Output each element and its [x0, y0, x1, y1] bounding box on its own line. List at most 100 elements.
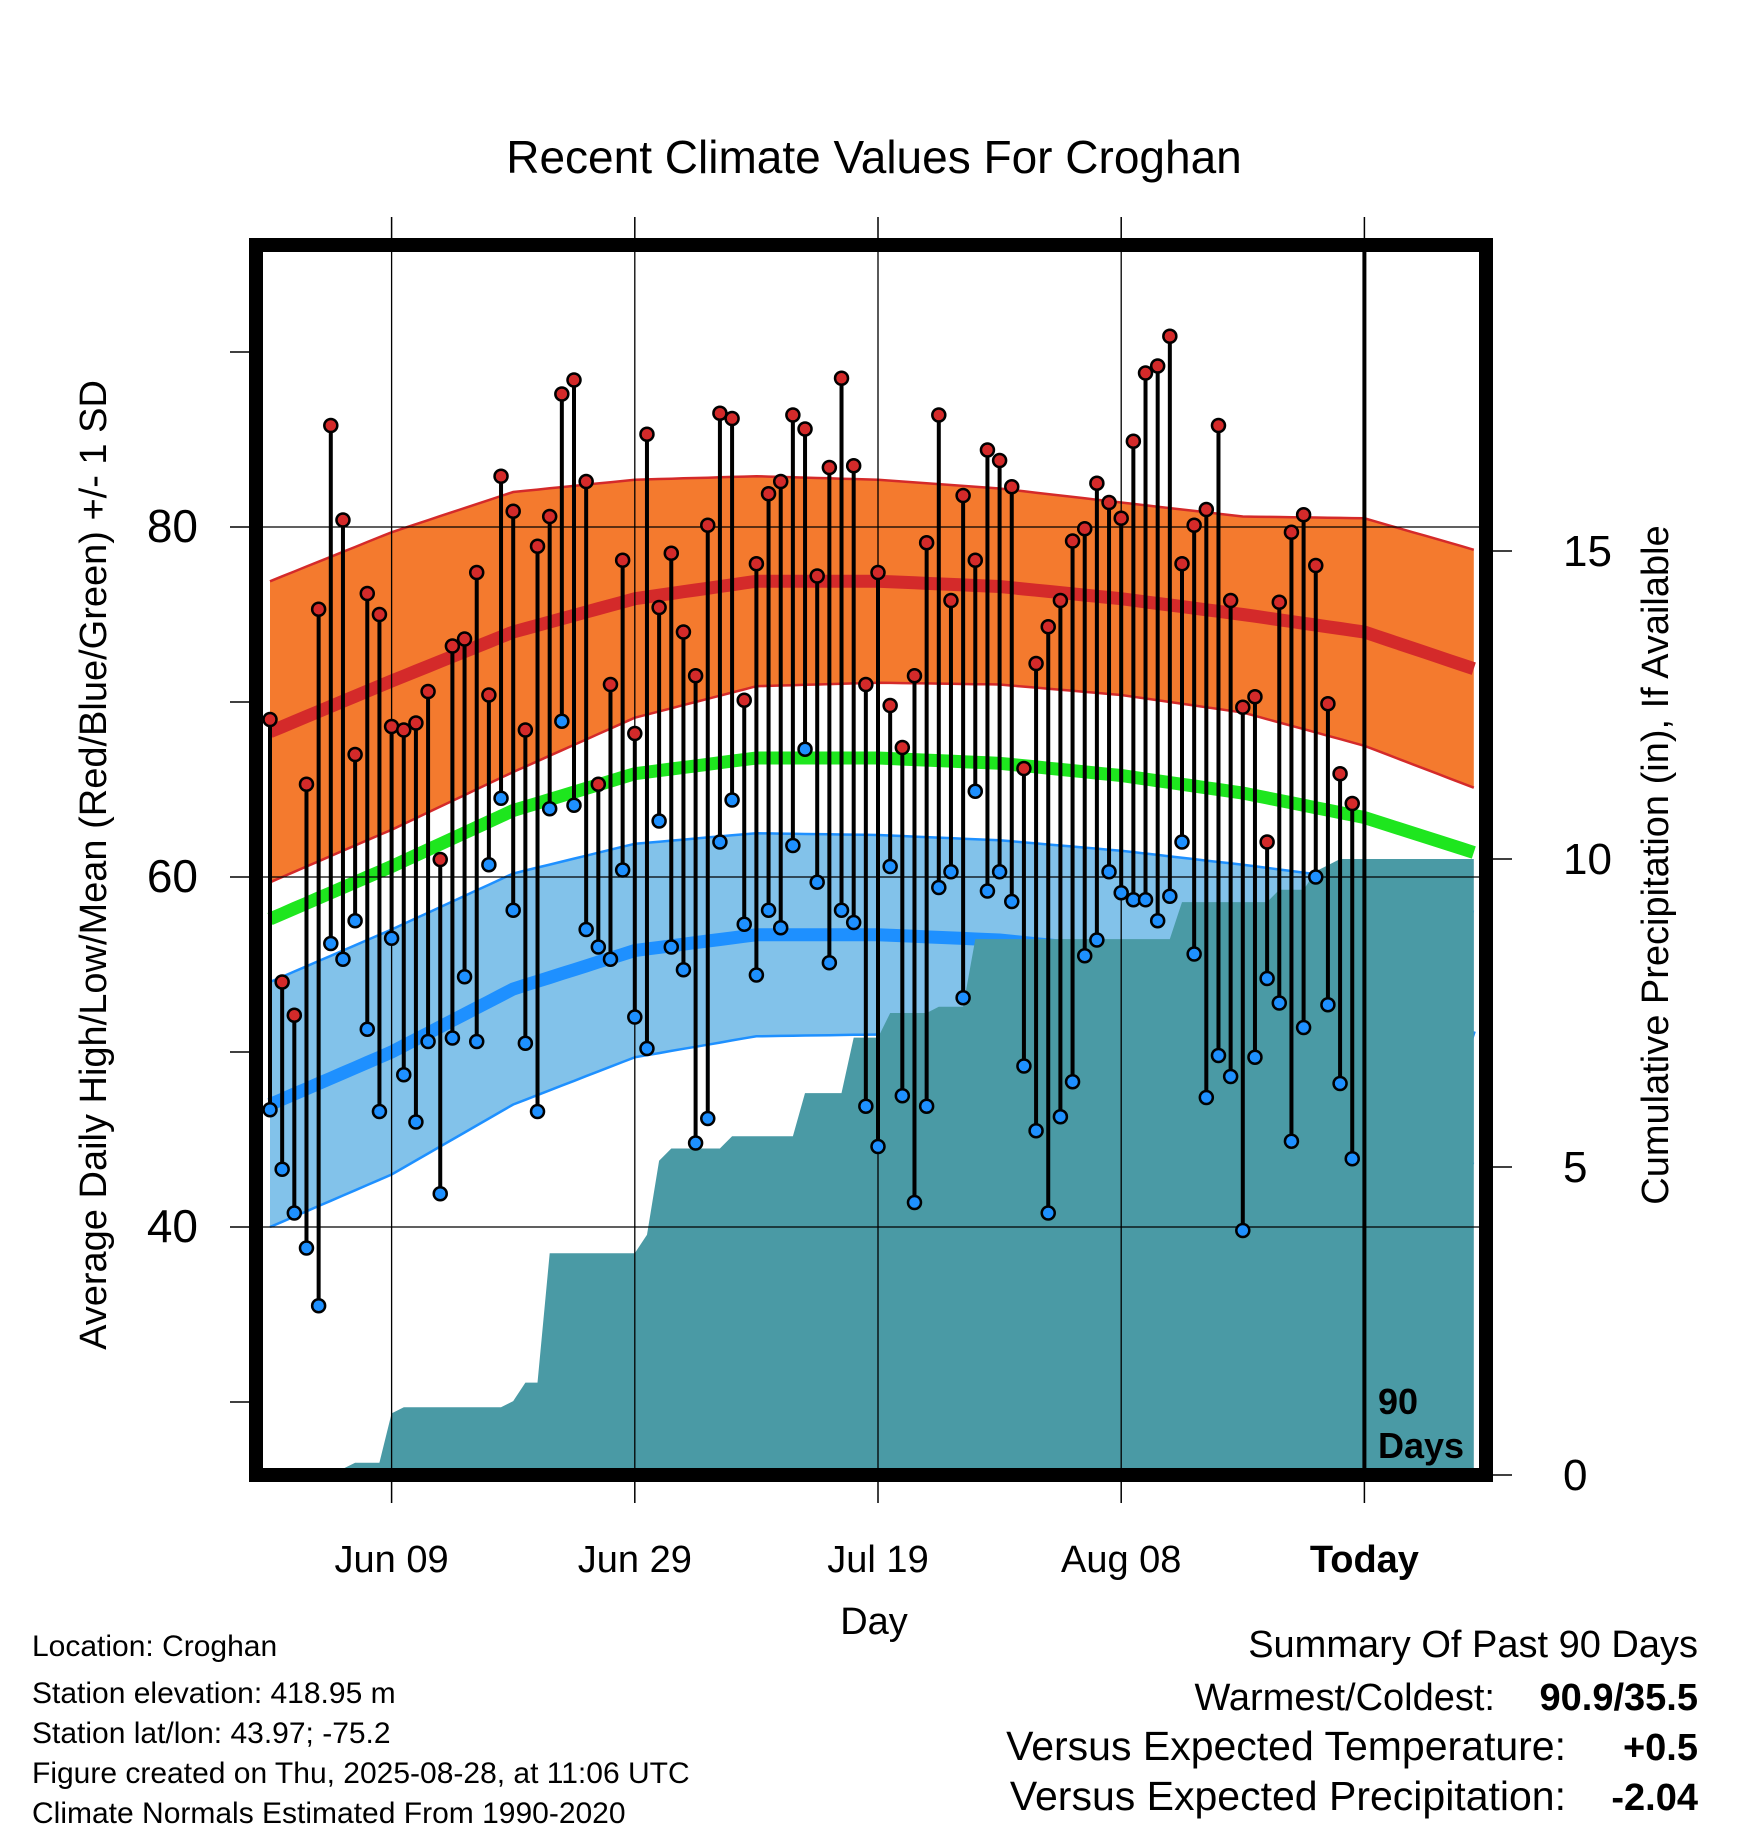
daily-low-point — [845, 914, 862, 931]
daily-low-point — [870, 1138, 886, 1155]
daily-high-point — [1149, 358, 1166, 374]
chart-title: Recent Climate Values For Croghan — [506, 131, 1241, 183]
daily-low-point — [1028, 1123, 1044, 1139]
daily-high-point — [1247, 689, 1263, 705]
daily-high-point — [529, 538, 546, 554]
daily-high-point — [627, 725, 643, 742]
daily-low-point — [1052, 1109, 1069, 1125]
daily-low-point — [1016, 1058, 1032, 1074]
daily-low-point — [785, 837, 801, 854]
daily-low-point — [529, 1103, 546, 1120]
precipitation-area — [270, 859, 1474, 1475]
daily-high-point — [991, 452, 1008, 469]
daily-high-point — [748, 556, 765, 572]
x-tick-label: Jun 09 — [335, 1539, 449, 1581]
daily-low-point — [712, 834, 728, 850]
daily-high-point — [1295, 507, 1312, 523]
daily-high-point — [554, 386, 570, 402]
daily-low-point — [1259, 970, 1275, 987]
daily-high-point — [456, 631, 473, 647]
daily-low-point — [943, 864, 959, 880]
daily-high-point — [262, 711, 278, 728]
info-normals: Climate Normals Estimated From 1990-2020 — [32, 1797, 626, 1828]
daily-high-point — [1040, 619, 1056, 635]
daily-low-point — [809, 874, 825, 890]
daily-high-point — [578, 473, 594, 490]
daily-low-point — [700, 1110, 716, 1127]
daily-high-point — [1004, 479, 1020, 495]
daily-high-point — [566, 372, 582, 388]
daily-low-point — [541, 801, 558, 817]
daily-low-point — [383, 930, 400, 946]
daily-high-point — [1210, 417, 1227, 434]
daily-high-point — [274, 974, 290, 990]
daily-low-point — [675, 962, 692, 978]
daily-high-point — [1271, 594, 1288, 610]
info-elevation: Station elevation: 418.95 m — [32, 1677, 396, 1710]
daily-high-point — [1186, 517, 1202, 533]
daily-high-point — [675, 624, 692, 640]
daily-high-point — [1162, 328, 1178, 344]
daily-high-point — [590, 776, 607, 792]
daily-low-point — [967, 783, 984, 799]
daily-high-point — [760, 486, 777, 502]
daily-low-point — [1076, 948, 1093, 964]
daily-high-point — [1028, 655, 1044, 672]
daily-low-point — [602, 951, 619, 967]
info-location: Location: Croghan — [32, 1630, 277, 1663]
summary-warmest-label: Warmest/Coldest: — [1194, 1677, 1495, 1719]
high-sd-band — [270, 476, 1474, 883]
daily-low-point — [444, 1030, 461, 1046]
daily-high-point — [1137, 365, 1154, 381]
daily-low-point — [991, 864, 1008, 880]
daily-high-point — [1332, 766, 1348, 782]
daily-low-point — [420, 1033, 436, 1050]
daily-low-point — [858, 1098, 874, 1114]
daily-low-point — [468, 1033, 485, 1050]
daily-low-point — [371, 1103, 388, 1120]
daily-low-point — [347, 913, 363, 929]
daily-low-point — [955, 990, 971, 1006]
plot-inner — [256, 245, 1486, 1475]
daily-high-point — [943, 592, 959, 609]
x-tick-label: Jun 29 — [578, 1539, 692, 1581]
daily-high-point — [1064, 533, 1081, 549]
daily-low-point — [797, 741, 813, 757]
daily-high-point — [882, 697, 898, 714]
daily-low-point — [772, 920, 789, 936]
daily-low-point — [1004, 893, 1020, 910]
x-tick-label: Aug 08 — [1061, 1539, 1181, 1581]
daily-low-point — [1064, 1074, 1081, 1090]
daily-low-point — [1247, 1049, 1263, 1065]
daily-low-point — [1332, 1075, 1348, 1092]
daily-low-point — [724, 792, 740, 808]
daily-high-point — [918, 535, 935, 551]
summary-heading: Summary Of Past 90 Days — [1248, 1624, 1698, 1666]
low-band-upper-edge — [269, 832, 1475, 984]
daily-low-point — [663, 939, 680, 955]
daily-low-point — [359, 1021, 376, 1037]
daily-low-point — [1308, 869, 1324, 885]
daily-high-point — [785, 407, 801, 423]
daily-high-point — [772, 473, 789, 490]
summary-precip-label: Versus Expected Precipitation: — [1010, 1773, 1566, 1819]
daily-low-point — [274, 1161, 290, 1177]
daily-high-point — [1016, 760, 1032, 777]
y-tick-label-right: 5 — [1563, 1143, 1587, 1192]
daily-high-point — [298, 776, 315, 792]
today-label-line1: 90 — [1378, 1381, 1418, 1422]
daily-low-point — [1113, 885, 1129, 901]
daily-low-point — [1320, 997, 1336, 1013]
daily-low-point — [456, 969, 473, 985]
daily-high-point — [614, 552, 631, 568]
y-tick-label-right: 0 — [1563, 1451, 1587, 1500]
daily-high-point — [444, 638, 461, 654]
y-tick-label-left: 60 — [147, 850, 198, 902]
daily-high-point — [651, 599, 667, 616]
info-latlon: Station lat/lon: 43.97; -75.2 — [32, 1717, 391, 1750]
daily-low-point — [627, 1009, 643, 1025]
x-tick-label: Jul 19 — [827, 1539, 928, 1581]
daily-low-point — [1295, 1019, 1312, 1036]
daily-low-point — [578, 921, 594, 938]
